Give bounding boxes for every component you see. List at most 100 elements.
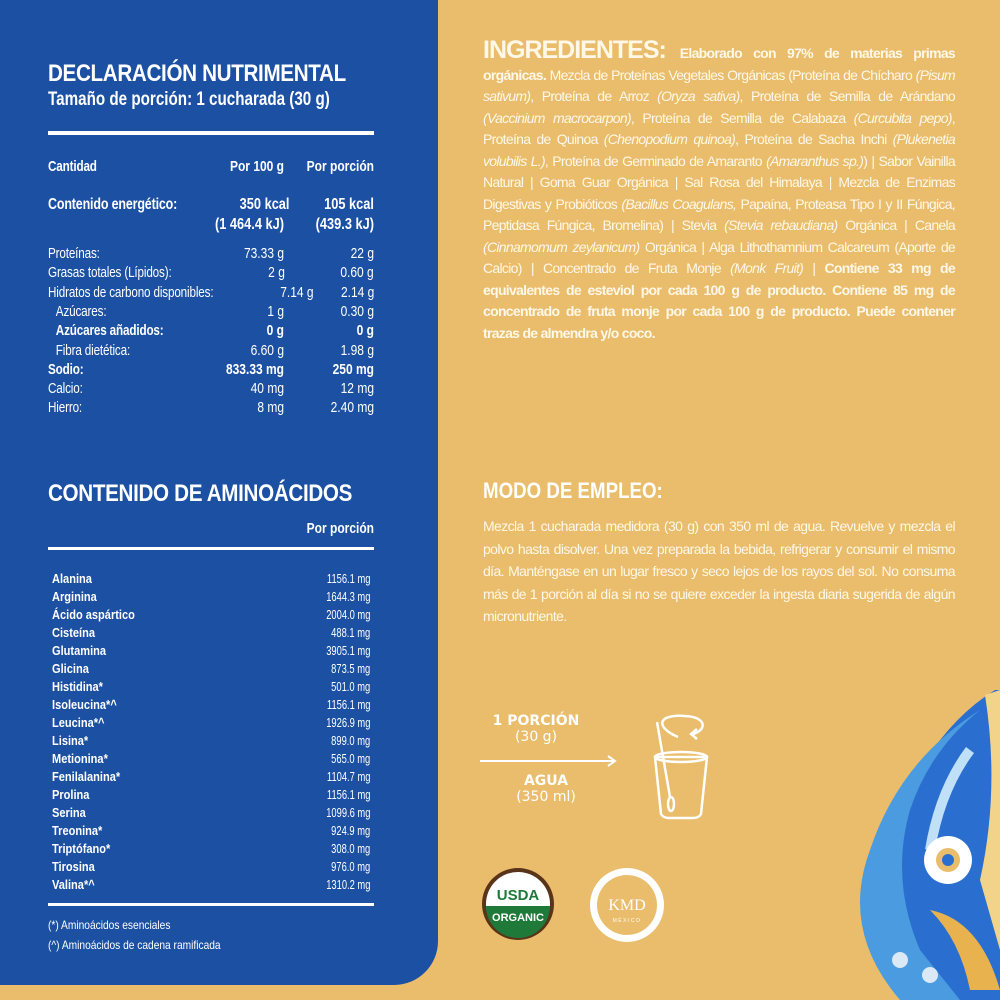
energy-row: Contenido energético: 350 kcal 105 kcal [48,195,374,214]
amino-name: Histidina* [52,678,103,694]
ingredients-segment: , Proteína de Semilla de Arándano [739,88,956,104]
ingredients-segment: (Pisum sativum) [483,66,956,105]
ingredients-segment: (Cinnamomum zeylanicum) [483,238,640,255]
water-amount: (350 ml) [516,789,576,805]
amino-row: Metionina* 565.0 mg [52,750,370,768]
nutrient-per-serving: 1.98 g [340,341,374,359]
amino-row: Histidina* 501.0 mg [52,677,370,695]
amino-name: Leucina*^ [52,714,105,730]
water-label: AGUA (350 ml) [476,773,616,805]
amino-value: 899.0 mg [330,732,370,748]
ingredients-segment: , Proteína de Arroz [530,88,658,104]
ingredients-heading: INGREDIENTES: [483,36,680,64]
amino-row: Triptófano* 308.0 mg [52,840,370,858]
nutrition-row: Hierro: 8 mg 2.40 mg [48,398,374,417]
nutrient-label: Hierro: [48,399,83,417]
water-text: AGUA [523,773,569,789]
amino-row: Cisteína 488.1 mg [52,623,370,641]
ingredients-segment: (Oryza sativa) [657,88,740,104]
nutrient-per100: 2 g [268,264,286,282]
amino-name: Metionina* [52,751,108,766]
ingredients-segment: Papaína, Proteasa Tipo I y II Fúngica, P… [483,195,956,234]
energy-label: Contenido energético: [48,195,178,213]
nutrient-per-serving: 12 mg [340,380,374,398]
amino-row: Arginina 1644.3 mg [52,587,370,605]
nutrient-per100: 40 mg [250,380,284,398]
nutrient-per-serving: 22 g [350,245,374,262]
nutrient-per-serving: 250 mg [332,360,374,378]
amino-name: Isoleucina*^ [52,696,117,712]
footnote-essential: (*) Aminoácidos esenciales [48,918,171,932]
ingredients-segment: , Proteína de Semilla de Calabaza [630,109,854,126]
kmd-text: KMD [608,897,645,914]
ingredients-segment: , Proteína de Quinoa [483,109,956,148]
amino-row: Tirosina 976.0 mg [52,858,370,876]
nutrition-header-row: Cantidad Por 100 g Por porción [48,157,374,176]
amino-value: 1926.9 mg [325,714,370,730]
divider [48,131,374,135]
energy-per100-kcal: 350 kcal [239,195,290,213]
ingredients-segment: Orgánica | Canela [837,217,955,233]
amino-value: 308.0 mg [330,841,370,857]
nutrient-per100: 73.33 g [243,245,284,262]
amino-value: 2004.0 mg [325,606,370,622]
divider [48,903,374,906]
ingredients-segment: (Curcubita pepo) [853,109,953,126]
portion-label: 1 PORCIÓN (30 g) [466,713,606,745]
amino-name: Arginina [52,588,97,604]
amino-row: Leucina*^ 1926.9 mg [52,713,370,731]
amino-row: Glutamina 3905.1 mg [52,641,370,659]
usage-text: Mezcla 1 cucharada medidora (30 g) con 3… [483,518,956,624]
ingredients-segment: Contiene 33 mg de equivalentes de estevi… [483,260,956,341]
amino-name: Fenilalanina* [52,769,121,785]
footnote-branched: (^) Aminoácidos de cadena ramificada [48,938,221,952]
amino-row: Serina 1099.6 mg [52,804,370,822]
nutrient-label: Azúcares añadidos: [55,322,164,340]
arrow-right-icon [480,755,617,767]
nutrition-row: Hidratos de carbono disponibles: 7.14 g 2.… [48,283,374,302]
amino-row: Ácido aspártico 2004.0 mg [52,605,370,623]
nutrition-row: Calcio: 40 mg 12 mg [48,379,374,398]
nutrient-label: Sodio: [48,360,84,378]
amino-name: Tirosina [52,859,95,875]
amino-name: Glicina [52,660,89,676]
usda-text: USDA [497,887,540,904]
amino-row: Glicina 873.5 mg [52,659,370,677]
serving-size: Tamaño de porción: 1 cucharada (30 g) [48,89,330,110]
amino-name: Cisteína [52,624,95,640]
ingredients-segment: Orgánica | Alga Lithothamnium Calcareum … [483,238,956,277]
usage-title: MODO DE EMPLEO: [483,478,663,503]
nutrition-panel [0,0,438,985]
amino-title: CONTENIDO DE AMINOÁCIDOS [48,480,353,507]
ingredients-segment: (Bacillus Coagulans, [621,195,737,212]
nutrition-title: DECLARACIÓN NUTRIMENTAL [48,60,346,87]
nutrition-row: Proteínas: 73.33 g 22 g [48,244,374,263]
amino-name: Treonina* [52,823,103,839]
ingredients-segment: Mezcla de Proteínas Vegetales Orgánicas … [546,66,916,83]
bird-mask-illustration [860,690,1000,1000]
nutrient-label: Azúcares: [55,302,107,320]
nutrient-per-serving: 0.30 g [340,302,374,320]
nutrient-label: Grasas totales (Lípidos): [48,264,172,282]
ingredients-text: INGREDIENTES: Elaborado con 97% de mater… [483,38,956,344]
nutrient-label: Fibra dietética: [55,341,131,359]
energy-serving-kcal: 105 kcal [324,195,374,213]
amino-value: 1104.7 mg [326,769,370,785]
amino-row: Lisina* 899.0 mg [52,731,370,749]
ingredients-segment: | [803,260,825,276]
amino-name: Alanina [52,570,92,586]
amino-name: Valina*^ [52,877,95,893]
amino-value: 1156.1 mg [326,696,370,712]
amino-name: Prolina [52,787,90,803]
kmd-sub-text: MÉXICO [613,917,642,924]
nutrition-row: Grasas totales (Lípidos): 2 g 0.60 g [48,263,374,282]
amino-value: 1644.3 mg [325,588,370,604]
nutrition-row: Azúcares añadidos: 0 g 0 g [48,321,374,340]
ingredients-segment: (Plukenetia volubilis L.) [483,131,956,169]
ingredients-segment: Elaborado con 97% de materias primas org… [483,45,956,83]
amino-row: Treonina* 924.9 mg [52,822,370,840]
amino-name: Glutamina [52,642,107,658]
nutrient-per100: 833.33 mg [225,360,284,378]
amino-value: 1099.6 mg [325,805,370,821]
nutrient-label: Proteínas: [48,245,100,262]
